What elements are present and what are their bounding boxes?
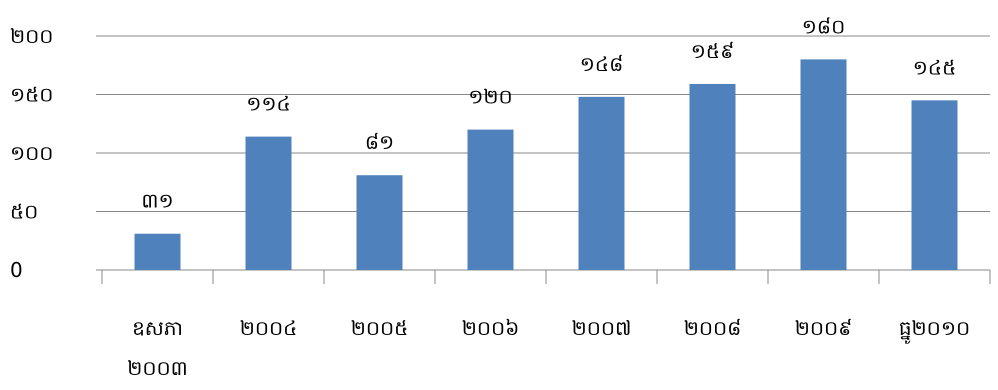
data-label: ១១៤ (246, 92, 290, 116)
bar (578, 96, 625, 270)
bar (689, 83, 736, 270)
category-label: ២០០៩ (795, 316, 853, 340)
y-tick-label: ២០០ (10, 24, 53, 48)
data-label: ១៤៨ (580, 52, 623, 76)
bar (245, 136, 292, 270)
y-tick-labels: 0 ៥០ ១០០ ១៥០ ២០០ (10, 24, 53, 282)
bar (911, 100, 958, 270)
category-label: ២០០៨ (684, 316, 742, 340)
bars (134, 59, 958, 271)
category-label: ឧសភា (132, 316, 183, 340)
category-label: ២០០៣ (127, 356, 188, 380)
category-label: ធ្នូ២០១០ (899, 316, 970, 344)
category-label: ២០០៤ (240, 316, 298, 340)
data-label: ១២០ (468, 85, 512, 109)
category-label: ២០០៧ (572, 316, 632, 340)
y-tick-label: 0 (10, 258, 23, 282)
y-tick-label: ៥០ (10, 200, 38, 224)
category-label: ២០០៥ (351, 316, 409, 340)
data-label: ១៤៥ (913, 55, 956, 79)
category-labels: ឧសភា២០០៣ ២០០៤ ២០០៥ ២០០៦ ២០០៧ ២០០៨ ២០០៩ ធ្នូ២០១០ (127, 316, 970, 380)
bar (800, 59, 847, 271)
data-label: ១៨០ (802, 14, 845, 38)
category-label: ២០០៦ (462, 316, 520, 340)
bar (467, 129, 514, 270)
data-label: ៨១ (365, 130, 394, 154)
data-label: ៣១ (141, 189, 173, 213)
data-label: ១៥៩ (691, 39, 734, 63)
y-tick-label: ១៥០ (10, 83, 53, 107)
axes (96, 269, 991, 284)
gridlines (96, 35, 990, 212)
y-tick-label: ១០០ (10, 141, 53, 165)
bar (356, 175, 403, 270)
bar (134, 233, 181, 270)
